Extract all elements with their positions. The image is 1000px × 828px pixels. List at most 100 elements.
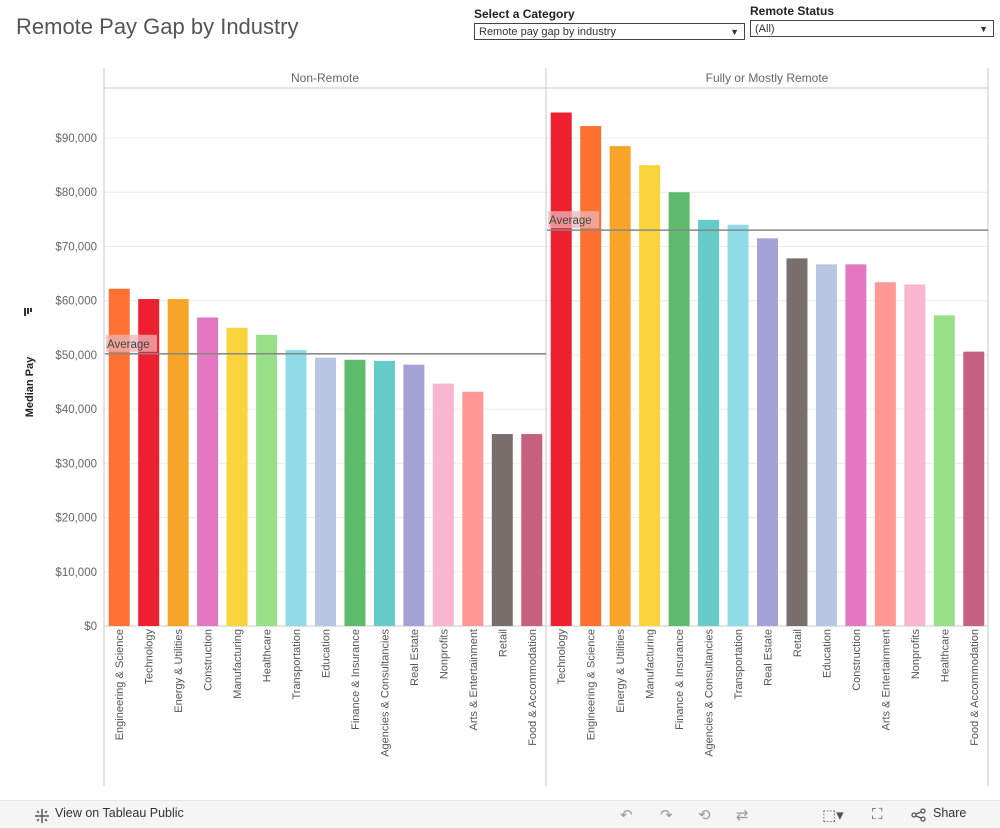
download-icon[interactable]: ⬚▾ (822, 807, 844, 824)
y-axis-title: Median Pay (24, 356, 36, 417)
bar (874, 282, 896, 626)
fullscreen-icon[interactable]: ⛶ (872, 806, 883, 823)
category-dropdown[interactable]: Remote pay gap by industry ▼ (474, 23, 745, 40)
bar (432, 383, 454, 626)
y-tick-label: $20,000 (55, 513, 97, 525)
bar (403, 364, 425, 626)
x-tick-label: Arts & Entertainment (468, 629, 480, 731)
average-label: Average (107, 339, 150, 351)
bar (256, 334, 278, 626)
x-tick-label: Transportation (291, 629, 303, 700)
x-tick-label: Energy & Utilities (173, 629, 185, 713)
bar (108, 288, 130, 626)
bar (609, 146, 631, 626)
x-tick-label: Technology (556, 629, 568, 685)
view-on-tableau-link[interactable]: View on Tableau Public (55, 806, 184, 820)
x-tick-label: Food & Accommodation (527, 629, 539, 746)
remote-status-filter: Remote Status (All) ▼ (750, 4, 994, 37)
bar (845, 264, 867, 626)
share-button[interactable]: Share (933, 806, 967, 820)
x-tick-label: Real Estate (409, 629, 421, 686)
x-tick-label: Retail (792, 629, 804, 657)
remote-status-dropdown-value: (All) (755, 23, 775, 35)
average-label-bg (548, 211, 599, 229)
bar (668, 192, 690, 626)
bar (373, 360, 395, 626)
bar (462, 391, 484, 626)
x-tick-label: Healthcare (939, 629, 951, 682)
category-filter-label: Select a Category (474, 7, 575, 21)
bar (639, 165, 661, 626)
x-tick-label: Finance & Insurance (674, 629, 686, 730)
bar (285, 350, 307, 626)
bar (786, 258, 808, 626)
page-title: Remote Pay Gap by Industry (16, 14, 299, 39)
bar (315, 357, 336, 626)
bar (580, 126, 602, 627)
redo-icon[interactable]: ↷ (660, 807, 673, 824)
x-tick-label: Healthcare (262, 629, 274, 682)
dropdown-arrow-icon: ▼ (730, 27, 739, 37)
y-tick-label: $80,000 (55, 187, 97, 199)
remote-status-filter-label: Remote Status (750, 4, 835, 18)
bar (757, 238, 778, 627)
x-tick-label: Transportation (733, 629, 745, 700)
x-tick-label: Agencies & Consultancies (704, 629, 716, 757)
remote-status-dropdown[interactable]: (All) ▼ (750, 20, 994, 37)
footer-toolbar: View on Tableau Public ↶ ↷ ⟲ ⇄ ⬚▾ ⛶ Shar… (0, 800, 1000, 828)
x-tick-label: Technology (144, 629, 156, 685)
y-tick-label: $60,000 (55, 296, 97, 308)
bar (933, 315, 955, 626)
bar (344, 359, 366, 626)
y-tick-label: $70,000 (55, 241, 97, 253)
bar (963, 351, 985, 626)
x-tick-label: Agencies & Consultancies (379, 629, 391, 757)
y-tick-label: $40,000 (55, 404, 97, 416)
x-tick-label: Manufacturing (645, 629, 657, 699)
bar (197, 317, 219, 626)
bar-chart: $0 $10,000 $20,000 $30,000 $40,000 $50,000 $60… (24, 68, 989, 786)
y-tick-label: $0 (84, 621, 97, 633)
bar (521, 434, 543, 626)
panel-header: Non-Remote (291, 71, 359, 85)
x-tick-label: Construction (203, 629, 215, 691)
x-tick-label: Retail (497, 629, 509, 657)
x-tick-label: Engineering & Science (114, 629, 126, 740)
category-filter: Select a Category Remote pay gap by indu… (474, 7, 745, 40)
y-tick-label: $50,000 (55, 350, 97, 362)
category-dropdown-value: Remote pay gap by industry (479, 26, 616, 38)
x-tick-label: Arts & Entertainment (880, 629, 892, 731)
x-tick-label: Construction (851, 629, 863, 691)
x-tick-label: Finance & Insurance (350, 629, 362, 730)
bar (815, 264, 837, 626)
bar (550, 112, 572, 626)
share-icon[interactable] (911, 808, 927, 822)
revert-icon[interactable]: ⟲ (698, 807, 711, 824)
dropdown-arrow-icon: ▼ (979, 24, 988, 34)
sort-icon (24, 308, 32, 316)
x-tick-label: Real Estate (763, 629, 775, 686)
x-tick-label: Manufacturing (232, 629, 244, 699)
x-tick-label: Education (321, 629, 333, 678)
bar (167, 299, 189, 626)
average-label: Average (549, 215, 592, 227)
x-tick-label: Food & Accommodation (969, 629, 981, 746)
bar (904, 284, 926, 626)
panel-header: Fully or Mostly Remote (706, 71, 829, 85)
bar (226, 327, 248, 626)
bar (491, 434, 513, 626)
bar (727, 224, 749, 626)
y-tick-label: $10,000 (55, 567, 97, 579)
x-tick-label: Engineering & Science (586, 629, 598, 740)
y-tick-label: $90,000 (55, 133, 97, 145)
tableau-logo-icon (35, 809, 49, 823)
undo-icon[interactable]: ↶ (620, 807, 633, 824)
y-tick-label: $30,000 (55, 458, 97, 470)
refresh-icon[interactable]: ⇄ (736, 807, 749, 824)
x-tick-label: Education (821, 629, 833, 678)
bar (698, 219, 720, 626)
x-tick-label: Nonprofits (910, 629, 922, 680)
bar (138, 299, 160, 626)
x-tick-label: Nonprofits (438, 629, 450, 680)
average-label-bg (106, 334, 157, 352)
